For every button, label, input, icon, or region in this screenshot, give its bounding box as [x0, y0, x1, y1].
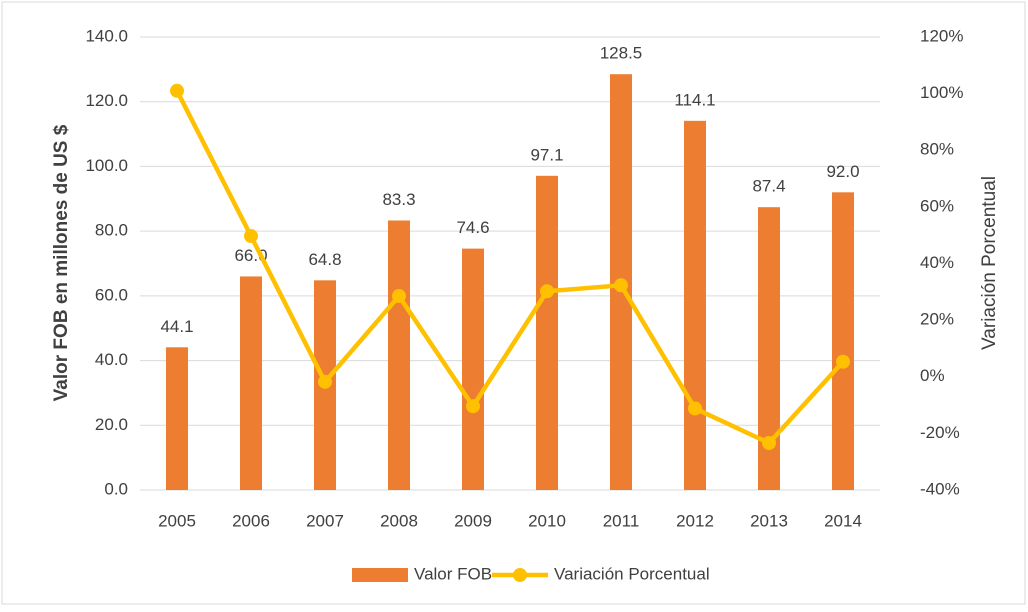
- y2-tick-label: 100%: [920, 83, 963, 102]
- point: [392, 289, 406, 304]
- point: [244, 229, 258, 244]
- bar: [536, 175, 558, 491]
- y2-tick-label: -20%: [920, 423, 960, 442]
- x-tick-label: 2014: [824, 511, 862, 530]
- data-label: 128.5: [600, 44, 643, 63]
- data-label: 74.6: [456, 218, 489, 237]
- point: [614, 278, 628, 293]
- y2-tick-label: 20%: [920, 310, 954, 329]
- y-tick-label: 80.0: [95, 221, 128, 240]
- x-tick-label: 2005: [158, 511, 196, 530]
- legend-swatch: [352, 568, 408, 582]
- y2-axis-title: Variación Porcentual: [979, 176, 1000, 350]
- bar: [240, 276, 262, 490]
- x-tick-label: 2006: [232, 511, 270, 530]
- y-tick-label: 120.0: [85, 91, 128, 110]
- point: [318, 374, 332, 389]
- x-tick-label: 2012: [676, 511, 714, 530]
- y-tick-label: 20.0: [95, 415, 128, 434]
- point: [540, 284, 554, 299]
- bar: [166, 347, 188, 490]
- bar: [832, 192, 854, 491]
- x-tick-label: 2013: [750, 511, 788, 530]
- y-tick-label: 40.0: [95, 350, 128, 369]
- y-tick-label: 0.0: [104, 479, 128, 498]
- y-tick-label: 100.0: [85, 156, 128, 175]
- data-label: 44.1: [160, 317, 193, 336]
- y2-tick-label: 40%: [920, 253, 954, 272]
- data-label: 97.1: [530, 145, 563, 164]
- bar: [462, 248, 484, 490]
- line: [174, 89, 845, 446]
- data-label: 87.4: [752, 177, 785, 196]
- x-tick-label: 2011: [603, 511, 640, 530]
- data-label: 64.8: [308, 250, 341, 269]
- x-tick-label: 2010: [528, 511, 566, 530]
- bar: [388, 220, 410, 490]
- legend-swatch: [513, 568, 527, 582]
- x-tick-label: 2008: [380, 511, 418, 530]
- y2-tick-label: -40%: [920, 479, 960, 498]
- x-tick-label: 2007: [306, 511, 344, 530]
- y2-tick-label: 120%: [920, 26, 963, 45]
- x-tick-label: 2009: [454, 511, 492, 530]
- point: [466, 399, 480, 414]
- y-tick-label: 140.0: [85, 26, 128, 45]
- bar: [684, 120, 706, 491]
- legend-label: Variación Porcentual: [554, 564, 710, 583]
- bar: [758, 207, 780, 490]
- data-label: 83.3: [382, 190, 415, 209]
- point: [688, 401, 702, 416]
- point: [836, 354, 850, 369]
- y2-tick-label: 80%: [920, 140, 954, 159]
- y2-tick-label: 0%: [920, 366, 945, 385]
- y2-tick-label: 60%: [920, 196, 954, 215]
- data-label: 114.1: [674, 90, 715, 109]
- y-tick-label: 60.0: [95, 285, 128, 304]
- point: [762, 436, 776, 451]
- point: [170, 83, 184, 98]
- y-axis-title: Valor FOB en millones de US $: [51, 124, 72, 401]
- data-label: 92.0: [826, 162, 859, 181]
- legend-label: Valor FOB: [414, 564, 492, 583]
